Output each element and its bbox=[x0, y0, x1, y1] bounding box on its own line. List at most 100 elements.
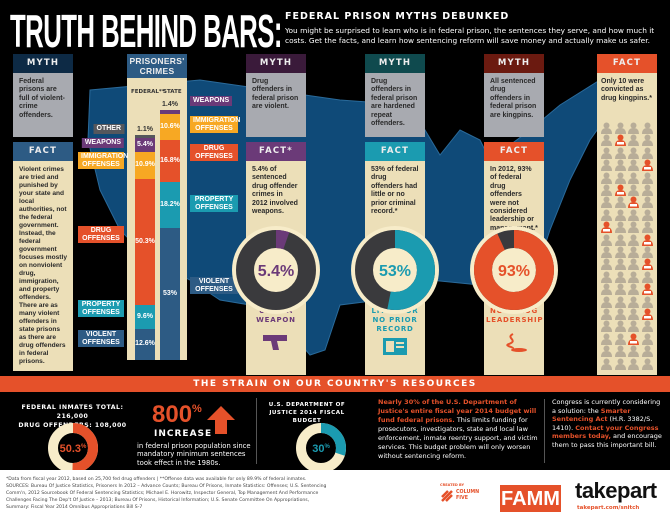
famm-logo[interactable]: FAMM bbox=[500, 485, 561, 512]
person-figure-icon bbox=[614, 320, 626, 333]
myth-card-4: MYTH All sentenced drug offenders in fed… bbox=[484, 54, 544, 137]
fact-donut: 5.4% bbox=[232, 226, 320, 314]
drug-share-donut: 50.3% bbox=[48, 423, 98, 473]
person-figure-icon bbox=[628, 308, 639, 320]
state-label-weapons: WEAPONS bbox=[190, 96, 233, 106]
segment-value: 50.3% bbox=[135, 237, 155, 245]
smoke-icon bbox=[506, 333, 527, 352]
segment-value: 12.6% bbox=[135, 340, 155, 348]
person-figure-icon bbox=[601, 147, 612, 159]
person-figure-icon bbox=[628, 345, 639, 358]
person-figure-icon bbox=[601, 134, 612, 147]
fact-card-1: FACT Violent crimes are tried and punish… bbox=[13, 142, 73, 371]
bar-segment-other: 1.1% bbox=[135, 126, 155, 138]
page-subtitle: FEDERAL PRISON MYTHS DEBUNKED bbox=[285, 11, 510, 22]
kingpin-figure-icon bbox=[641, 159, 653, 172]
person-figure-icon bbox=[614, 209, 626, 221]
person-figure-icon bbox=[614, 147, 626, 159]
svg-text:50.3%: 50.3% bbox=[60, 443, 87, 455]
person-figure-icon bbox=[641, 333, 653, 345]
prisoners-crimes-panel: PRISONERS' CRIMES FEDERAL** STATE 12.6% 9… bbox=[127, 54, 187, 360]
kingpin-figure-icon bbox=[641, 308, 653, 320]
kingpin-figure-icon bbox=[628, 196, 639, 209]
person-figure-icon bbox=[601, 308, 612, 320]
contact-congress-link[interactable]: Contact your Congress members today, bbox=[552, 423, 659, 441]
budget-share-value: 30 bbox=[312, 443, 324, 455]
kingpin-figure-icon bbox=[641, 234, 653, 246]
person-figure-icon bbox=[614, 358, 626, 370]
person-figure-icon bbox=[601, 122, 612, 134]
person-figure-icon bbox=[601, 345, 612, 358]
myth-card-1: MYTH Federal prisons are full of violent… bbox=[13, 54, 73, 137]
fact-text: 53% of federal drug offenders had little… bbox=[365, 161, 425, 222]
bar-segment-immigration-offenses: 10.9% bbox=[135, 151, 155, 179]
person-figure-icon bbox=[601, 172, 612, 184]
kingpin-figure-icon bbox=[614, 184, 626, 196]
segment-value: 5.4% bbox=[137, 140, 153, 148]
state-label: STATE bbox=[163, 89, 182, 95]
person-figure-icon bbox=[628, 358, 639, 370]
fact-label: FACT bbox=[13, 142, 73, 161]
person-figure-icon bbox=[614, 258, 626, 271]
segment-value: 9.6% bbox=[137, 312, 153, 320]
kingpin-fact-card: FACT Only 10 were convicted as drug king… bbox=[597, 54, 657, 375]
person-figure-icon bbox=[628, 246, 639, 258]
budget-text: Nearly 30% of the U.S. Department of Jus… bbox=[378, 398, 538, 460]
person-figure-icon bbox=[601, 258, 612, 271]
person-figure-icon bbox=[628, 296, 639, 308]
footnotes: *Data from fiscal year 2012, based on 25… bbox=[6, 477, 327, 510]
handgun-icon bbox=[263, 335, 287, 350]
donut-fill bbox=[296, 423, 346, 473]
segment-value: 18.2% bbox=[160, 200, 180, 208]
segment-value: 10.6% bbox=[160, 122, 180, 130]
person-figure-icon bbox=[641, 196, 653, 209]
person-figure-icon bbox=[641, 296, 653, 308]
person-figure-icon bbox=[628, 258, 639, 271]
person-figure-icon bbox=[641, 246, 653, 258]
person-figure-icon bbox=[628, 320, 639, 333]
federal-label-violent-offenses: VIOLENT OFFENSES bbox=[78, 330, 124, 348]
fact-donut: 53% bbox=[351, 226, 439, 314]
page-title: TRUTH BEHIND BARS: bbox=[10, 5, 282, 57]
myth-card-3: MYTH Drug offenders in federal prison ar… bbox=[365, 54, 425, 137]
fact-text: 5.4% of sentenced drug offender crimes i… bbox=[246, 161, 306, 222]
created-by-label: CREATED BY bbox=[440, 483, 465, 487]
fact-text: Only 10 were convicted as drug kingpins.… bbox=[597, 73, 657, 109]
person-figure-icon bbox=[641, 271, 653, 283]
myth-label: MYTH bbox=[13, 54, 73, 73]
donut-value: 5.4% bbox=[258, 263, 294, 280]
fact-label: FACT* bbox=[246, 142, 306, 161]
bar-segment-violent-offenses: 53% bbox=[160, 227, 180, 360]
person-figure-icon bbox=[601, 159, 612, 172]
kingpin-figure-icon bbox=[641, 283, 653, 296]
fact-label: FACT bbox=[597, 54, 657, 73]
person-figure-icon bbox=[614, 172, 626, 184]
myth-text: Federal prisons are full of violent-crim… bbox=[13, 73, 73, 137]
person-figure-icon bbox=[601, 296, 612, 308]
takepart-logo[interactable]: takepart bbox=[575, 478, 657, 503]
segment-value: 1.1% bbox=[137, 126, 153, 134]
person-figure-icon bbox=[628, 271, 639, 283]
smarter-sentencing-act-link[interactable]: Smarter Sentencing Act bbox=[552, 406, 631, 424]
person-figure-icon bbox=[628, 172, 639, 184]
footer: *Data from fiscal year 2012, based on 25… bbox=[0, 470, 670, 517]
person-figure-icon bbox=[601, 320, 612, 333]
column-five-logo: COLUMN FIVE bbox=[456, 490, 480, 501]
svg-text:30%: 30% bbox=[312, 443, 330, 455]
person-figure-icon bbox=[641, 345, 653, 358]
budget-title: U.S. DEPARTMENT OF JUSTICE 2014 FISCAL B… bbox=[268, 402, 346, 424]
person-figure-icon bbox=[641, 184, 653, 196]
state-label-immigration-offenses: IMMIGRATION OFFENSES bbox=[190, 116, 240, 134]
person-figure-icon bbox=[614, 296, 626, 308]
divider bbox=[256, 398, 257, 464]
fact-donut: 93% bbox=[470, 226, 558, 314]
federal-label-other: OTHER bbox=[93, 124, 124, 134]
takepart-url[interactable]: takepart.com/snitch bbox=[577, 505, 640, 511]
donut-fill bbox=[48, 423, 98, 473]
increase-label: INCREASE bbox=[154, 429, 213, 439]
federal-label-property-offenses: PROPERTY OFFENSES bbox=[78, 300, 124, 318]
myth-card-2: MYTH Drug offenders in federal prison ar… bbox=[246, 54, 306, 137]
person-figure-icon bbox=[628, 134, 639, 147]
budget-donut: 30% bbox=[296, 423, 346, 473]
federal-label-drug-offenses: DRUG OFFENSES bbox=[78, 226, 124, 244]
